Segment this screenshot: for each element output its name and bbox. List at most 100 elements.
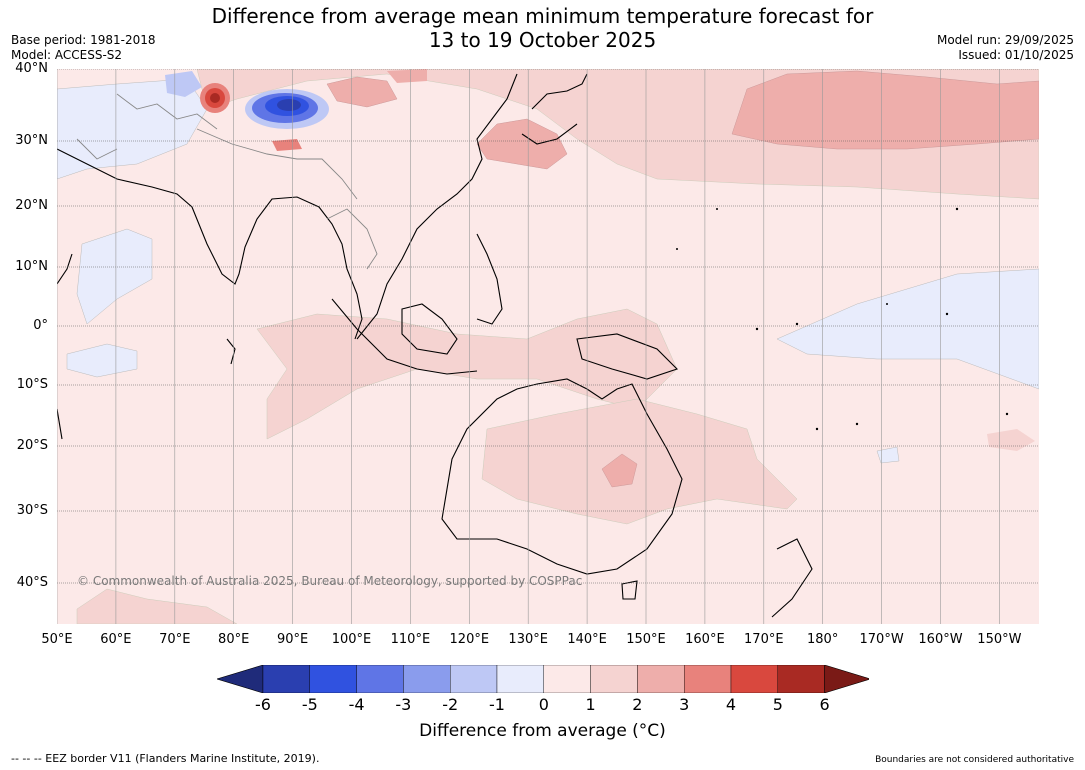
lon-label: 180° xyxy=(807,632,839,647)
colorbar-tick-label: -2 xyxy=(442,695,459,714)
colorbar-title: Difference from average (°C) xyxy=(419,721,666,741)
warm-spot-pacific xyxy=(987,429,1035,451)
lat-label: 10°S xyxy=(16,377,48,392)
pacific-islands xyxy=(676,207,1009,431)
warm-spot-tibet xyxy=(272,139,302,151)
model-info: Base period: 1981-2018 Model: ACCESS-S2 xyxy=(11,33,156,63)
lon-label: 130°E xyxy=(508,632,548,647)
lat-label: 20°N xyxy=(15,198,48,213)
colorbar-tick-label: -1 xyxy=(489,695,505,714)
coast-borneo xyxy=(401,303,458,355)
island xyxy=(945,312,949,316)
coast-australia xyxy=(441,378,683,575)
title-line-2: 13 to 19 October 2025 xyxy=(428,28,657,52)
colorbar-cell xyxy=(403,665,451,693)
cold-anomaly-core xyxy=(277,99,301,111)
border-himalaya xyxy=(196,128,358,200)
coast-south-asia xyxy=(57,148,363,340)
warm-region-central-china xyxy=(326,76,398,108)
colorbar-cell xyxy=(543,665,591,693)
border-iran xyxy=(76,138,118,160)
lat-label: 30°S xyxy=(16,503,48,518)
lon-label: 160°W xyxy=(918,632,963,647)
coast-horn-africa xyxy=(57,253,73,285)
colorbar-cell xyxy=(262,665,310,693)
warm-region-australia xyxy=(481,398,798,525)
colorbar-cells xyxy=(217,665,869,693)
cool-spot-west-asia xyxy=(165,71,202,97)
cool-region-arabian-sea xyxy=(76,228,153,325)
colorbar xyxy=(217,665,869,693)
run-info: Model run: 29/09/2025 Issued: 01/10/2025 xyxy=(937,33,1074,63)
issued-date: Issued: 01/10/2025 xyxy=(958,48,1074,62)
colorbar-cell xyxy=(309,665,357,693)
colorbar-extend-low xyxy=(217,665,264,693)
colorbar-cell xyxy=(356,665,404,693)
model-run: Model run: 29/09/2025 xyxy=(936,33,1074,47)
island xyxy=(755,327,759,331)
cool-region-central-asia xyxy=(57,78,208,180)
lon-label: 100°E xyxy=(331,632,372,647)
lat-label: 20°S xyxy=(16,438,48,453)
lon-label: 150°W xyxy=(977,632,1022,647)
lon-label: 150°E xyxy=(626,632,666,647)
lon-label: 60°E xyxy=(100,632,132,647)
colorbar-cell xyxy=(777,665,825,693)
lat-label: 40°N xyxy=(15,61,48,76)
boundaries-note: Boundaries are not considered authoritat… xyxy=(875,755,1074,765)
colorbar-tick-label: -4 xyxy=(348,695,365,714)
colorbar-tick-label: 1 xyxy=(585,695,596,714)
hot-anomaly-core xyxy=(210,93,220,103)
cool-region-west-indian-ocean xyxy=(66,343,138,378)
island xyxy=(716,208,718,210)
lat-label: 0° xyxy=(33,318,48,333)
colorbar-tick-label: -6 xyxy=(255,695,271,714)
title-line-1: Difference from average mean minimum tem… xyxy=(211,4,874,28)
colorbar-tick-label: -5 xyxy=(301,695,318,714)
border-central-asia xyxy=(116,93,218,130)
eez-note: -- -- -- EEZ border V11 (Flanders Marine… xyxy=(11,752,320,765)
colorbar-tick-label: -3 xyxy=(395,695,412,714)
colorbar-cell xyxy=(684,665,732,693)
lon-label: 120°E xyxy=(449,632,490,647)
island xyxy=(1005,412,1009,416)
island xyxy=(815,427,819,431)
lon-label: 50°E xyxy=(41,632,73,647)
warm-region-south-indian-ocean xyxy=(76,588,238,624)
coast-philippines xyxy=(476,233,503,325)
cool-region-central-pacific xyxy=(776,268,1039,390)
country-borders xyxy=(76,93,378,270)
lon-label: 140°E xyxy=(567,632,607,647)
forecast-map xyxy=(57,69,1039,624)
coast-korea-japan xyxy=(531,73,588,110)
island xyxy=(855,422,859,426)
colorbar-cell xyxy=(637,665,685,693)
warm-spot-central-australia xyxy=(601,453,638,488)
colorbar-extend-high xyxy=(824,665,869,693)
coast-east-africa xyxy=(57,408,63,440)
coast-sumatra-java xyxy=(331,298,478,375)
lon-label: 160°E xyxy=(685,632,725,647)
cool-spot-pacific xyxy=(876,446,900,464)
colorbar-cell xyxy=(730,665,778,693)
copyright-notice: © Commonwealth of Australia 2025, Bureau… xyxy=(77,574,583,588)
warm-spot-north-china xyxy=(387,69,427,83)
colorbar-cell xyxy=(449,665,498,693)
lon-label: 110°E xyxy=(390,632,431,647)
colorbar-tick-label: 5 xyxy=(772,695,783,714)
lat-label: 10°N xyxy=(15,259,48,274)
warm-region-east-china xyxy=(476,118,568,170)
model-name: Model: ACCESS-S2 xyxy=(11,48,123,62)
lon-label: 80°E xyxy=(218,632,250,647)
lat-label: 40°S xyxy=(16,575,48,590)
border-indochina xyxy=(326,208,378,270)
gridlines xyxy=(57,69,1039,624)
island xyxy=(676,248,678,250)
coast-maldives xyxy=(226,338,236,365)
base-period: Base period: 1981-2018 xyxy=(11,33,156,47)
colorbar-cell xyxy=(496,665,544,693)
coast-new-zealand xyxy=(771,538,813,618)
warm-region-north-pacific xyxy=(731,70,1039,150)
lon-label: 170°E xyxy=(744,632,784,647)
lon-label: 170°W xyxy=(859,632,904,647)
